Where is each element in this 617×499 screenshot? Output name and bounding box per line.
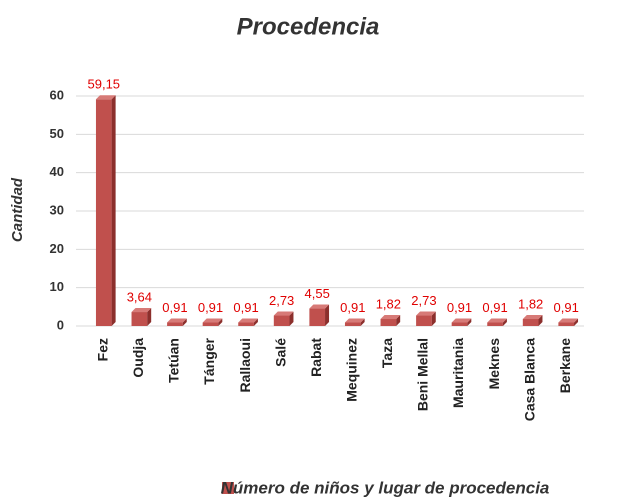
data-label: 0,91 bbox=[233, 300, 258, 315]
bar bbox=[131, 312, 148, 326]
y-tick-label: 20 bbox=[50, 241, 64, 256]
bar bbox=[522, 319, 539, 326]
x-tick-label: Berkane bbox=[557, 338, 573, 393]
x-tick-label: Taza bbox=[379, 338, 395, 368]
bar-top bbox=[451, 318, 472, 323]
data-label: 0,91 bbox=[340, 300, 365, 315]
x-tick-label: Beni Mellal bbox=[415, 338, 431, 411]
y-tick-label: 60 bbox=[50, 87, 64, 102]
bar-top bbox=[131, 308, 152, 313]
bar bbox=[380, 319, 397, 326]
data-label: 2,73 bbox=[411, 293, 436, 308]
bar-top bbox=[273, 311, 294, 316]
data-label: 0,91 bbox=[162, 300, 187, 315]
x-tick-label: Rallaoui bbox=[237, 338, 253, 392]
y-tick-label: 10 bbox=[50, 279, 64, 294]
x-tick-label: Tánger bbox=[201, 337, 217, 384]
data-label: 2,73 bbox=[269, 293, 294, 308]
x-tick-label: Mauritania bbox=[450, 338, 466, 408]
bar-top bbox=[238, 318, 258, 323]
chart-title: Procedencia bbox=[237, 13, 380, 40]
data-label: 1,82 bbox=[518, 296, 543, 311]
bar bbox=[558, 322, 575, 326]
bar-top bbox=[522, 315, 543, 320]
bar-side bbox=[538, 315, 543, 326]
bar bbox=[416, 315, 432, 326]
bar bbox=[238, 322, 254, 326]
bar-top bbox=[344, 318, 365, 323]
x-tick-label: Tetúan bbox=[166, 338, 182, 383]
data-label: 59,15 bbox=[88, 77, 121, 92]
data-label: 0,91 bbox=[447, 300, 472, 315]
bar-side bbox=[182, 318, 187, 326]
bar-side bbox=[502, 318, 507, 326]
bar-side bbox=[147, 308, 152, 326]
bar-top bbox=[380, 315, 401, 320]
bar-side bbox=[396, 315, 401, 326]
bar-top bbox=[416, 311, 436, 316]
bar-side bbox=[289, 311, 294, 326]
bar-top bbox=[167, 318, 187, 323]
bar-side bbox=[253, 318, 258, 326]
bar-top bbox=[309, 304, 330, 309]
bar bbox=[273, 315, 290, 326]
bar bbox=[309, 308, 326, 326]
x-tick-label: Casa Blanca bbox=[521, 338, 537, 421]
bar-side bbox=[325, 304, 330, 326]
y-tick-label: 0 bbox=[57, 317, 64, 332]
bar bbox=[202, 322, 219, 326]
bar-side bbox=[431, 311, 436, 326]
data-label: 3,64 bbox=[127, 289, 152, 304]
bar bbox=[95, 99, 112, 326]
x-tick-label: Mequinez bbox=[343, 338, 359, 402]
x-tick-label: Rabat bbox=[308, 338, 324, 377]
x-tick-label: Meknes bbox=[486, 338, 502, 390]
bar-top bbox=[202, 318, 223, 323]
legend-swatch bbox=[222, 482, 234, 494]
data-label: 0,91 bbox=[482, 300, 507, 315]
x-tick-label: Oudja bbox=[130, 338, 146, 378]
y-tick-label: 30 bbox=[50, 202, 64, 217]
bar bbox=[167, 322, 183, 326]
x-tick-label: Salé bbox=[272, 338, 288, 367]
bar-side bbox=[574, 318, 579, 326]
y-tick-label: 50 bbox=[50, 126, 64, 141]
bar-top bbox=[95, 95, 116, 100]
bar bbox=[487, 322, 503, 326]
bar-top bbox=[558, 318, 579, 323]
legend-label: Número de niños y lugar de procedencia bbox=[221, 478, 550, 497]
x-tick-label: Fez bbox=[94, 338, 110, 361]
data-label: 1,82 bbox=[376, 296, 401, 311]
bar-side bbox=[218, 318, 223, 326]
bar bbox=[451, 322, 468, 326]
data-label: 0,91 bbox=[554, 300, 579, 315]
data-label: 0,91 bbox=[198, 300, 223, 315]
data-label: 4,55 bbox=[305, 286, 330, 301]
bar bbox=[344, 322, 361, 326]
y-tick-label: 40 bbox=[50, 164, 64, 179]
bar-side bbox=[360, 318, 365, 326]
y-axis-label: Cantidad bbox=[9, 177, 26, 242]
bar-top bbox=[487, 318, 507, 323]
bar-side bbox=[111, 95, 116, 326]
bar-side bbox=[467, 318, 472, 326]
